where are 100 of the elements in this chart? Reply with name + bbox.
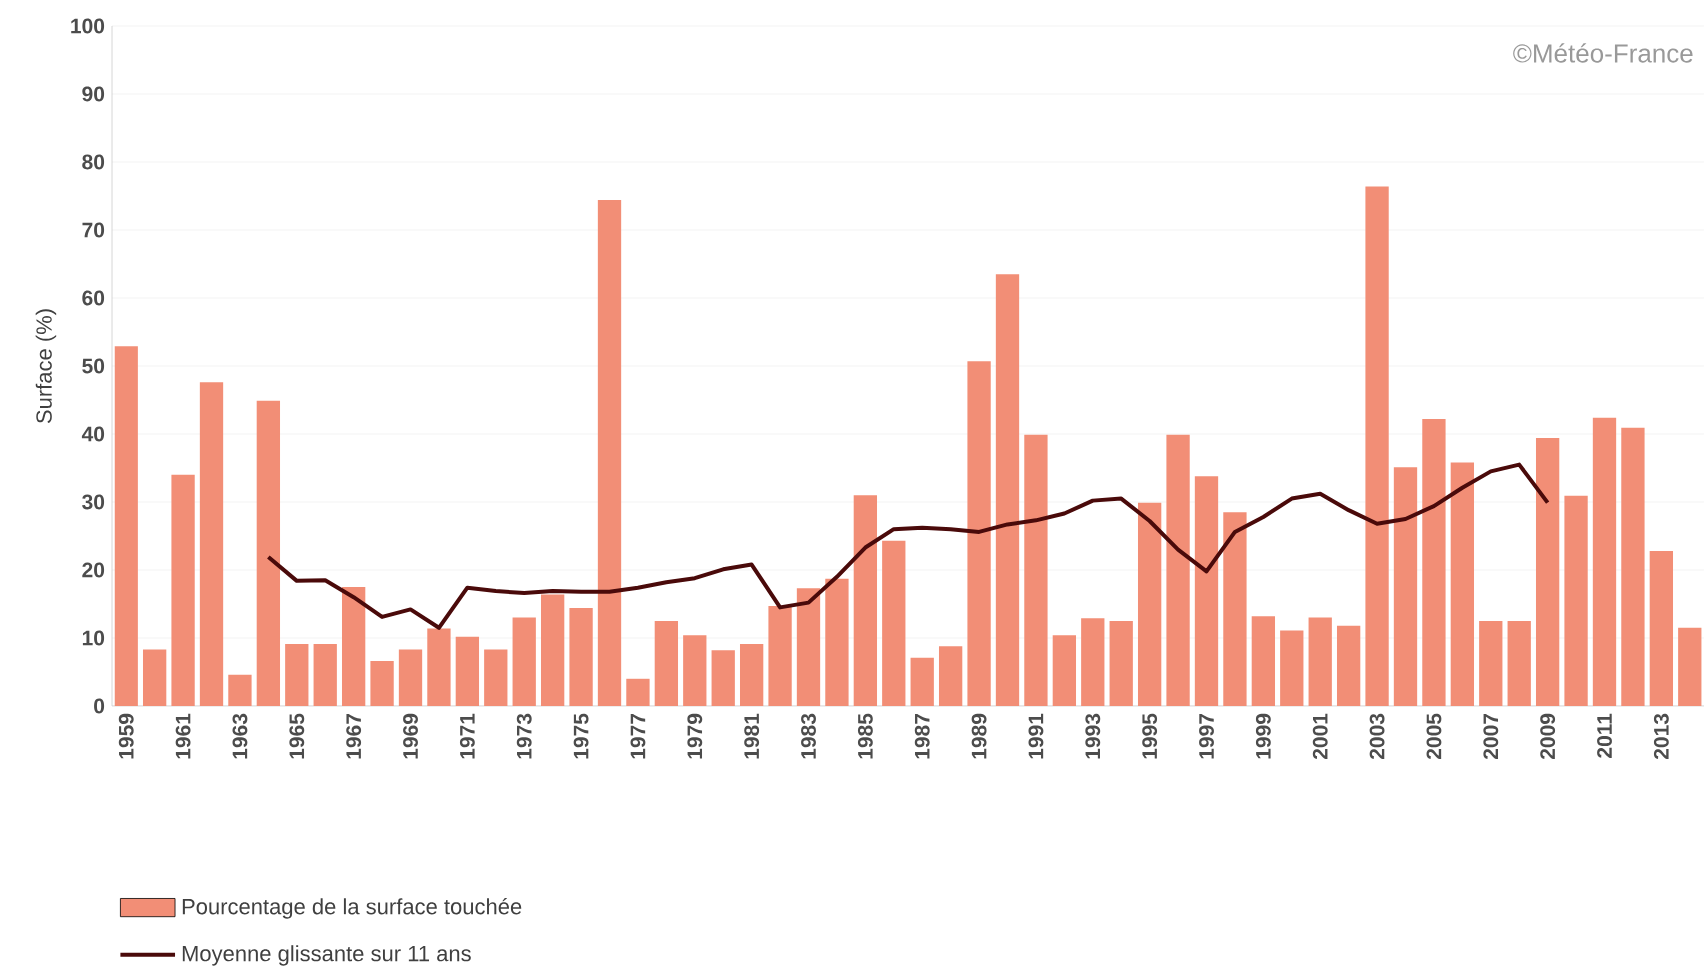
bar — [597, 200, 622, 706]
legend-label: Pourcentage de la surface touchée — [182, 898, 522, 919]
bar — [540, 594, 565, 706]
y-tick-label: 60 — [82, 290, 105, 306]
x-tick-label: 1969 — [403, 713, 418, 759]
bar — [484, 649, 508, 706]
bar — [1564, 495, 1588, 706]
x-tick-label: 1983 — [801, 713, 816, 759]
bar — [1649, 550, 1674, 706]
bar — [455, 636, 480, 706]
bar — [370, 661, 394, 706]
y-tick-label: 90 — [82, 86, 105, 102]
x-tick-label: 2009 — [1540, 713, 1556, 760]
x-tick-label: 1995 — [1142, 713, 1158, 759]
x-tick-label: 2007 — [1483, 713, 1499, 760]
bar — [938, 646, 963, 706]
bar — [285, 644, 309, 706]
x-tick-label: 2001 — [1312, 713, 1328, 760]
x-tick-label: 1979 — [687, 713, 703, 759]
bar — [114, 346, 138, 706]
bar — [1621, 427, 1645, 706]
bar — [967, 361, 991, 706]
bar — [1479, 620, 1503, 706]
line-series — [266, 462, 1550, 630]
bar — [228, 674, 252, 706]
bar — [1223, 512, 1247, 706]
x-tick-label: 1977 — [630, 713, 646, 759]
bar — [711, 650, 735, 706]
bar — [1450, 462, 1475, 706]
bar — [1166, 434, 1190, 706]
bar — [1109, 620, 1133, 706]
bar — [512, 617, 536, 706]
bar — [256, 400, 281, 706]
x-tick-label: 2003 — [1369, 713, 1385, 760]
bar — [1280, 630, 1304, 706]
bar — [569, 608, 593, 706]
x-tick-label: 1959 — [118, 713, 134, 759]
bar — [1052, 635, 1077, 706]
x-tick-label: 1997 — [1199, 713, 1214, 759]
bar — [853, 495, 878, 706]
x-tick-label: 1993 — [1085, 713, 1101, 759]
y-tick-label: 70 — [82, 222, 105, 238]
bar — [1535, 438, 1560, 706]
bar — [626, 678, 650, 706]
x-tick-label: 1981 — [744, 713, 760, 759]
bar — [1137, 502, 1162, 706]
x-tick-label: 1973 — [516, 713, 532, 759]
bar — [1308, 617, 1332, 706]
bar — [739, 644, 764, 706]
y-tick-label: 100 — [71, 18, 105, 34]
x-tick-label: 2005 — [1426, 713, 1442, 760]
bar — [1024, 434, 1048, 706]
x-tick-label: 1971 — [459, 713, 475, 759]
bar — [171, 474, 195, 706]
bar — [1365, 186, 1389, 706]
y-tick-label: 0 — [94, 698, 105, 714]
bar — [1251, 616, 1276, 706]
y-tick-label: 80 — [82, 154, 105, 170]
x-tick-label: 1967 — [346, 713, 362, 759]
x-tick-label: 1975 — [573, 713, 589, 759]
x-tick-label: 1965 — [289, 713, 305, 759]
bar — [313, 644, 337, 706]
y-axis-title: Surface (%) — [35, 309, 57, 424]
x-tick-label: 1987 — [914, 713, 930, 759]
x-tick-label: 1963 — [232, 713, 248, 759]
bar — [1081, 618, 1105, 706]
bar — [1678, 627, 1702, 706]
bar — [683, 635, 707, 706]
bar — [910, 657, 934, 706]
bar — [654, 620, 679, 706]
y-tick-label: 50 — [82, 358, 105, 374]
legend-label: Moyenne glissante sur 11 ans — [182, 945, 471, 966]
x-tick-label: 1991 — [1028, 713, 1044, 759]
bar — [1336, 625, 1361, 706]
bar — [142, 649, 167, 706]
bar — [398, 649, 423, 706]
annotation: ©Météo-France — [1513, 43, 1693, 63]
bar — [1194, 476, 1219, 706]
bar — [796, 588, 821, 706]
x-tick-label: 1999 — [1255, 713, 1271, 759]
bar — [427, 628, 451, 706]
bar — [825, 578, 849, 706]
bar — [995, 274, 1020, 706]
bar — [768, 606, 792, 706]
y-tick-label: 30 — [82, 494, 105, 510]
x-tick-label: 1989 — [971, 713, 987, 759]
bar — [341, 586, 366, 706]
x-tick-label: 1985 — [857, 713, 873, 759]
x-tick-label: 1961 — [175, 713, 191, 759]
bar — [199, 382, 224, 706]
y-tick-label: 10 — [82, 630, 105, 646]
bar — [1592, 417, 1617, 706]
bar — [1507, 620, 1531, 706]
bar — [1393, 467, 1418, 706]
y-tick-label: 20 — [82, 562, 105, 578]
bar — [882, 540, 906, 706]
bar — [1422, 419, 1446, 706]
x-tick-label: 2013 — [1653, 713, 1669, 760]
x-tick-label: 2011 — [1597, 713, 1612, 758]
y-tick-label: 40 — [81, 426, 105, 442]
